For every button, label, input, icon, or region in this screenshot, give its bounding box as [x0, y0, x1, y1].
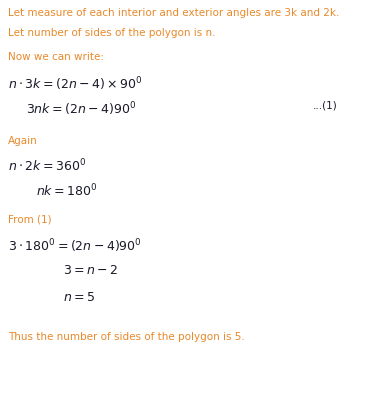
Text: From (1): From (1): [8, 215, 52, 225]
Text: Let number of sides of the polygon is n.: Let number of sides of the polygon is n.: [8, 28, 216, 38]
Text: $3 \cdot 180^0 = (2n-4)90^0$: $3 \cdot 180^0 = (2n-4)90^0$: [8, 237, 142, 254]
Text: $nk = 180^0$: $nk = 180^0$: [36, 182, 98, 199]
Text: ...(1): ...(1): [313, 100, 338, 110]
Text: $n = 5$: $n = 5$: [63, 290, 95, 303]
Text: $3 = n-2$: $3 = n-2$: [63, 263, 118, 276]
Text: Let measure of each interior and exterior angles are 3k and 2k.: Let measure of each interior and exterio…: [8, 8, 339, 18]
Text: Now we can write:: Now we can write:: [8, 52, 104, 62]
Text: Thus the number of sides of the polygon is 5.: Thus the number of sides of the polygon …: [8, 331, 245, 341]
Text: $3nk = (2n-4)90^0$: $3nk = (2n-4)90^0$: [26, 100, 136, 117]
Text: Again: Again: [8, 136, 38, 146]
Text: $n \cdot 2k = 360^0$: $n \cdot 2k = 360^0$: [8, 158, 86, 174]
Text: $n \cdot 3k = (2n-4) \times 90^0$: $n \cdot 3k = (2n-4) \times 90^0$: [8, 75, 143, 92]
